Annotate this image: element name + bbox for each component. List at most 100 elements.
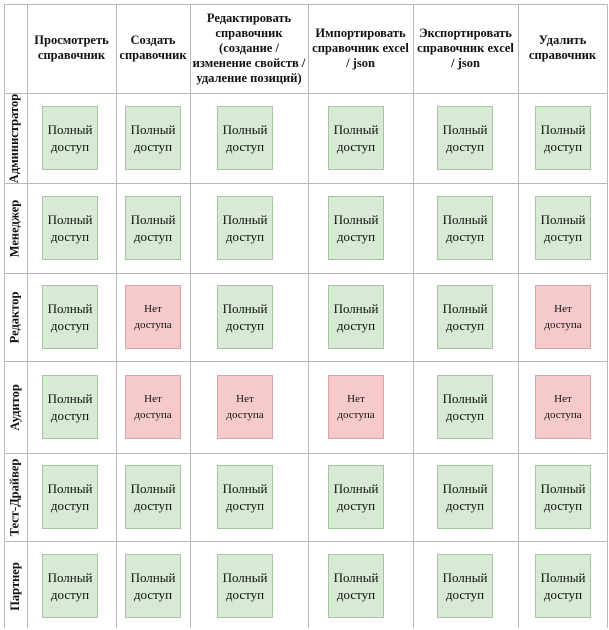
full-access-cell: Полный доступ: [437, 106, 493, 170]
role-label: Партнер: [7, 561, 22, 611]
full-access-cell: Полный доступ: [42, 554, 98, 618]
access-label: Полный доступ: [47, 570, 93, 602]
full-access-cell: Полный доступ: [125, 554, 181, 618]
role-header: Менеджер: [4, 184, 26, 273]
grid-line-horizontal: [4, 453, 607, 454]
full-access-cell: Полный доступ: [535, 106, 591, 170]
full-access-cell: Полный доступ: [535, 196, 591, 260]
grid-line-horizontal: [4, 93, 607, 94]
access-label: Полный доступ: [333, 122, 379, 154]
access-label: Полный доступ: [442, 481, 488, 513]
full-access-cell: Полный доступ: [328, 106, 384, 170]
access-label: Нет доступа: [544, 393, 582, 421]
grid-line-vertical: [413, 4, 414, 628]
full-access-cell: Полный доступ: [328, 465, 384, 529]
access-label: Нет доступа: [226, 393, 264, 421]
full-access-cell: Полный доступ: [217, 465, 273, 529]
access-label: Полный доступ: [540, 122, 586, 154]
role-label: Редактор: [7, 291, 22, 344]
access-label: Полный доступ: [130, 122, 176, 154]
grid-line-vertical: [518, 4, 519, 628]
full-access-cell: Полный доступ: [535, 554, 591, 618]
access-label: Полный доступ: [47, 391, 93, 423]
access-label: Нет доступа: [337, 393, 375, 421]
access-label: Полный доступ: [333, 301, 379, 333]
column-header: Удалить справочник: [528, 33, 597, 62]
access-label: Полный доступ: [540, 481, 586, 513]
grid-line-horizontal: [4, 541, 607, 542]
role-header: Аудитор: [4, 362, 26, 453]
no-access-cell: Нет доступа: [535, 375, 591, 439]
access-label: Полный доступ: [130, 481, 176, 513]
role-header: Редактор: [4, 274, 26, 361]
full-access-cell: Полный доступ: [42, 285, 98, 349]
column-header: Редактировать справочник (создание / изм…: [192, 10, 306, 85]
access-label: Нет доступа: [134, 393, 172, 421]
column-header: Экспортировать справочник excel / json: [417, 25, 514, 70]
access-label: Полный доступ: [333, 570, 379, 602]
grid-line-horizontal: [4, 273, 607, 274]
grid-line-vertical: [308, 4, 309, 628]
access-label: Нет доступа: [134, 303, 172, 331]
no-access-cell: Нет доступа: [125, 375, 181, 439]
full-access-cell: Полный доступ: [328, 196, 384, 260]
access-label: Полный доступ: [442, 212, 488, 244]
access-label: Полный доступ: [222, 481, 268, 513]
access-label: Полный доступ: [47, 481, 93, 513]
full-access-cell: Полный доступ: [42, 196, 98, 260]
role-label: Тест-Драйвер: [7, 458, 22, 537]
full-access-cell: Полный доступ: [535, 465, 591, 529]
access-label: Полный доступ: [540, 212, 586, 244]
full-access-cell: Полный доступ: [125, 106, 181, 170]
access-label: Полный доступ: [47, 212, 93, 244]
role-label: Аудитор: [7, 384, 22, 431]
full-access-cell: Полный доступ: [437, 465, 493, 529]
full-access-cell: Полный доступ: [42, 465, 98, 529]
grid-line-horizontal: [4, 361, 607, 362]
access-label: Полный доступ: [442, 122, 488, 154]
full-access-cell: Полный доступ: [217, 106, 273, 170]
access-label: Полный доступ: [222, 301, 268, 333]
full-access-cell: Полный доступ: [437, 285, 493, 349]
grid-line-vertical: [27, 4, 28, 628]
access-label: Полный доступ: [222, 570, 268, 602]
access-label: Полный доступ: [222, 212, 268, 244]
role-header: Партнер: [4, 542, 26, 630]
no-access-cell: Нет доступа: [328, 375, 384, 439]
full-access-cell: Полный доступ: [328, 554, 384, 618]
full-access-cell: Полный доступ: [125, 196, 181, 260]
access-label: Полный доступ: [442, 391, 488, 423]
access-label: Полный доступ: [130, 570, 176, 602]
full-access-cell: Полный доступ: [437, 554, 493, 618]
full-access-cell: Полный доступ: [437, 196, 493, 260]
grid-line-vertical: [607, 4, 608, 628]
role-header: Тест-Драйвер: [4, 454, 26, 541]
grid-line-horizontal: [4, 4, 607, 5]
grid-line-vertical: [4, 4, 5, 628]
access-label: Полный доступ: [47, 122, 93, 154]
role-header: Администратор: [4, 94, 26, 183]
access-label: Полный доступ: [130, 212, 176, 244]
access-label: Полный доступ: [442, 301, 488, 333]
full-access-cell: Полный доступ: [125, 465, 181, 529]
full-access-cell: Полный доступ: [217, 554, 273, 618]
no-access-cell: Нет доступа: [535, 285, 591, 349]
column-header: Создать справочник: [119, 33, 187, 62]
access-label: Полный доступ: [540, 570, 586, 602]
full-access-cell: Полный доступ: [217, 285, 273, 349]
full-access-cell: Полный доступ: [217, 196, 273, 260]
no-access-cell: Нет доступа: [217, 375, 273, 439]
full-access-cell: Полный доступ: [42, 375, 98, 439]
access-label: Полный доступ: [222, 122, 268, 154]
grid-line-horizontal: [4, 183, 607, 184]
column-header: Импортировать справочник excel / json: [312, 25, 409, 70]
role-label: Администратор: [7, 93, 22, 184]
access-label: Нет доступа: [544, 303, 582, 331]
access-label: Полный доступ: [333, 481, 379, 513]
grid-line-vertical: [116, 4, 117, 628]
full-access-cell: Полный доступ: [328, 285, 384, 349]
access-label: Полный доступ: [47, 301, 93, 333]
access-label: Полный доступ: [333, 212, 379, 244]
role-label: Менеджер: [7, 199, 22, 258]
